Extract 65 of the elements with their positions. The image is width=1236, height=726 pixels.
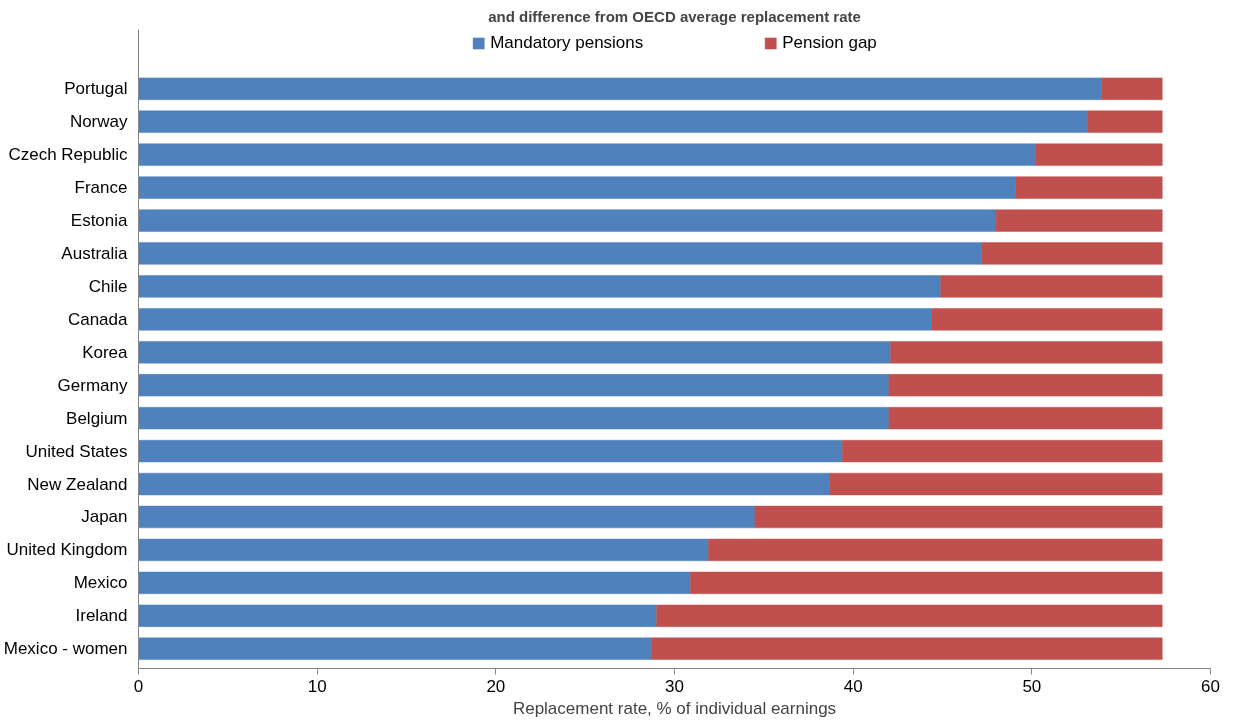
bar xyxy=(138,143,1036,166)
bar xyxy=(708,538,1163,562)
x-tick-label: 50 xyxy=(1022,676,1042,696)
x-axis-title: Replacement rate, % of individual earnings xyxy=(512,698,837,718)
bar xyxy=(138,439,843,463)
bar xyxy=(888,407,1163,430)
bar xyxy=(138,242,983,265)
y-tick-label: Canada xyxy=(67,309,129,329)
y-tick-label: Chile xyxy=(88,276,128,296)
x-tick-label: 40 xyxy=(843,676,863,696)
y-tick-label: Korea xyxy=(82,342,129,362)
x-tick-label: 30 xyxy=(665,676,684,696)
bar xyxy=(931,308,1163,331)
bar xyxy=(138,176,1016,199)
x-tick-label: 0 xyxy=(133,676,144,696)
x-tick-label: 10 xyxy=(307,676,327,696)
bar xyxy=(138,308,933,331)
y-tick-label: Portugal xyxy=(64,79,128,99)
bar xyxy=(138,407,890,430)
bar xyxy=(138,275,941,298)
y-tick-label: Mexico - women xyxy=(3,639,128,659)
bar xyxy=(138,341,891,364)
bar xyxy=(656,604,1163,627)
bar xyxy=(1015,176,1163,199)
bar xyxy=(690,571,1163,594)
x-tick-label: 20 xyxy=(486,676,506,696)
y-tick-label: Ireland xyxy=(75,606,128,626)
bar xyxy=(138,77,1102,100)
bar xyxy=(940,275,1163,298)
bar xyxy=(981,242,1163,265)
y-tick-label: Mexico xyxy=(73,573,128,593)
legend-label: Pension gap xyxy=(782,33,877,53)
chart-title: and difference from OECD average replacement rate xyxy=(488,7,861,25)
bar xyxy=(138,604,657,627)
bar xyxy=(1035,143,1163,166)
bar xyxy=(138,505,756,529)
bar xyxy=(1086,110,1163,133)
bar xyxy=(829,472,1163,496)
bar xyxy=(138,637,652,660)
bar xyxy=(138,571,691,594)
legend-label: Mandatory pensions xyxy=(490,33,644,53)
bar xyxy=(754,505,1163,529)
y-tick-label: United Kingdom xyxy=(6,540,128,560)
bar xyxy=(138,209,997,232)
y-tick-label: United States xyxy=(25,441,128,461)
y-tick-label: Japan xyxy=(81,507,128,527)
bar xyxy=(651,637,1163,660)
y-tick-label: Norway xyxy=(69,112,128,132)
bar xyxy=(138,538,709,562)
bar xyxy=(888,374,1163,397)
y-tick-label: Estonia xyxy=(70,211,129,231)
bar xyxy=(138,374,890,397)
bar xyxy=(995,209,1163,232)
bar xyxy=(138,110,1088,133)
x-tick-label: 60 xyxy=(1201,676,1220,696)
y-tick-label: Czech Republic xyxy=(8,145,128,165)
y-tick-label: Germany xyxy=(57,375,128,395)
y-tick-label: France xyxy=(74,178,128,198)
y-tick-label: Australia xyxy=(61,243,129,263)
bar xyxy=(138,472,831,496)
bar xyxy=(1101,77,1163,100)
y-tick-label: New Zealand xyxy=(27,474,128,494)
bar xyxy=(890,341,1163,364)
y-tick-label: Belgium xyxy=(66,408,128,428)
bar xyxy=(842,439,1163,463)
